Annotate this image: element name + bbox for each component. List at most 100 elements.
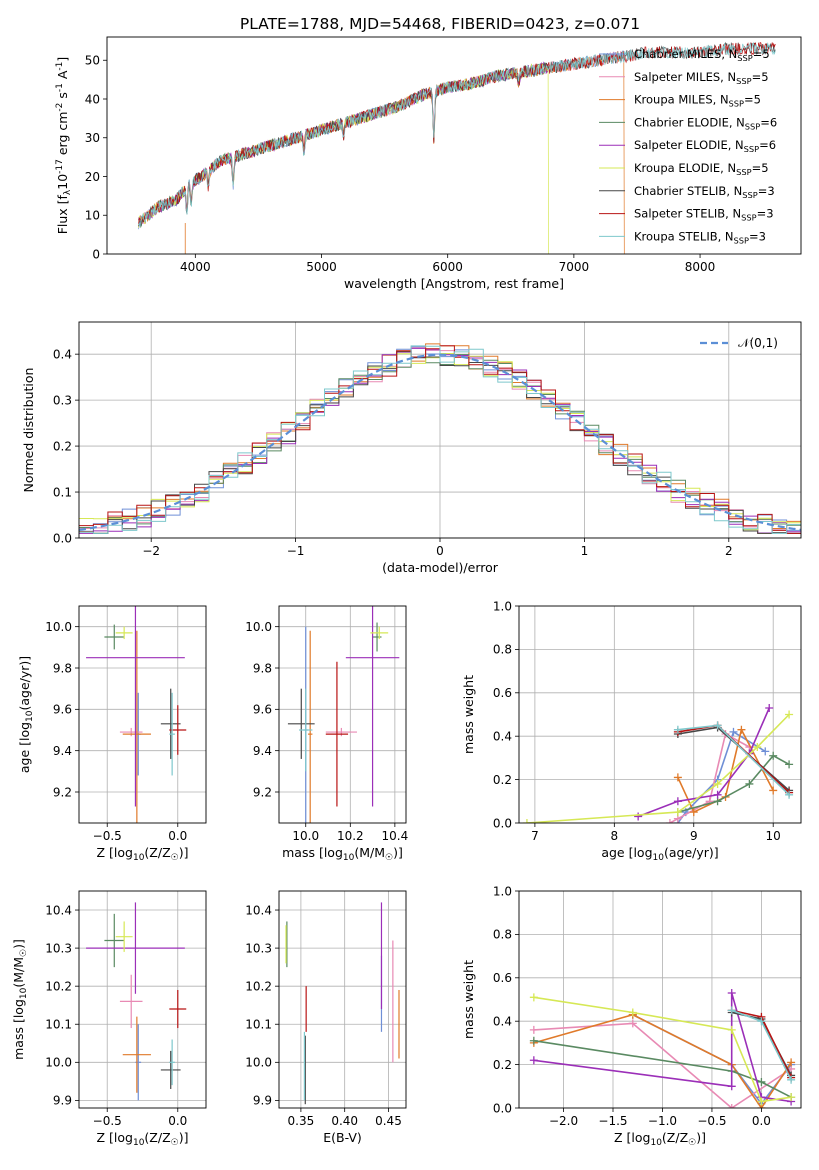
y-tick-label: 10.1 xyxy=(45,1018,72,1032)
x-tick-label: −0.5 xyxy=(93,829,122,843)
x-tick-label: 0.0 xyxy=(168,829,187,843)
weight-marker-salp_elodie xyxy=(673,797,682,806)
x-tick-label: 4000 xyxy=(180,260,211,274)
y-tick-label: 0.2 xyxy=(493,773,512,787)
weight-marker-krou_elodie xyxy=(713,779,722,788)
x-tick-label: 10.2 xyxy=(337,829,364,843)
y-axis-label: mass weight xyxy=(461,675,476,754)
y-tick-label: 9.2 xyxy=(253,785,272,799)
x-tick-label: 5000 xyxy=(306,260,337,274)
y-tick-label: 9.4 xyxy=(253,744,272,758)
y-tick-label: 0.0 xyxy=(53,531,72,545)
chart-z_age: −0.5 0.0 9.2 9.4 9.6 9.8 10.0 Z [log10(Z/Z☉)] ag… xyxy=(17,605,207,863)
legend-label-krou_elodie: Kroupa ELODIE, NSSP=5 xyxy=(634,161,769,177)
axes-frame: −0.5 0.0 9.2 9.4 9.6 9.8 10.0 Z [log10(Z/Z☉)] ag… xyxy=(17,605,207,863)
weight-marker-krou_stelib xyxy=(713,721,722,730)
weight-marker-krou_miles xyxy=(673,773,682,782)
x-axis-label: Z [log10(Z/Z☉)] xyxy=(97,1130,189,1148)
y-tick-label: 9.8 xyxy=(53,661,72,675)
y-tick-label: 0.8 xyxy=(493,643,512,657)
y-tick-label: 0.0 xyxy=(493,1101,512,1115)
y-axis-label: mass weight xyxy=(461,960,476,1039)
x-tick-label: −2.0 xyxy=(549,1114,578,1128)
x-axis-label: Z [log10(Z/Z☉)] xyxy=(97,845,189,863)
y-axis-label: Flux [fλ10-17 erg cm-2 s-1 A-1] xyxy=(55,57,73,235)
plot-area xyxy=(138,41,776,254)
x-axis-label: Z [log10(Z/Z☉)] xyxy=(614,1130,706,1148)
y-tick-label: 10.4 xyxy=(45,903,72,917)
y-tick-label: 0.8 xyxy=(493,928,512,942)
x-axis-label: (data-model)/error xyxy=(382,560,499,575)
weight-marker-chab_miles xyxy=(729,727,738,736)
y-tick-label: 0.4 xyxy=(493,1015,512,1029)
weight-marker-krou_miles xyxy=(737,725,746,734)
legend-label-salp_miles: Salpeter MILES, NSSP=5 xyxy=(634,70,769,86)
y-tick-label: 9.2 xyxy=(53,785,72,799)
chart-age_weight: 7 8 9 10 0.0 0.2 0.4 0.6 0.8 1.0 age [log10(age/yr… xyxy=(461,599,802,863)
chart-spectrum: 4000 5000 6000 7000 8000 0 10 20 30 40 50 wavelengt… xyxy=(55,36,802,291)
y-tick-label: 0.2 xyxy=(53,439,72,453)
weight-marker-salp_elodie xyxy=(765,703,774,712)
y-tick-label: 9.6 xyxy=(253,703,272,717)
axes-border xyxy=(78,321,802,539)
weight-marker-krou_stelib xyxy=(785,790,794,799)
x-tick-label: 0.45 xyxy=(375,1114,402,1128)
x-tick-label: 7000 xyxy=(559,260,590,274)
x-axis-label: mass [log10(M/M☉)] xyxy=(282,845,403,863)
x-tick-label: 9 xyxy=(690,829,698,843)
weight-marker-chab_elodie xyxy=(529,1036,538,1045)
y-tick-label: 10.3 xyxy=(45,941,72,955)
weight-marker-salp_elodie xyxy=(727,1082,736,1091)
chart-z_mass: −0.5 0.0 9.9 10.0 10.1 10.2 10.3 10.4 Z [log10(Z… xyxy=(11,890,207,1148)
weight-marker-krou_elodie xyxy=(529,993,538,1002)
weight-line-salp_miles xyxy=(533,1022,792,1108)
x-tick-label: 0 xyxy=(436,544,444,558)
y-tick-label: 10.2 xyxy=(45,979,72,993)
weight-marker-chab_miles xyxy=(761,747,770,756)
y-tick-label: 10.2 xyxy=(245,979,272,993)
legend-label-chab_stelib: Chabrier STELIB, NSSP=3 xyxy=(634,184,775,200)
y-tick-label: 10.3 xyxy=(245,941,272,955)
y-tick-label: 10.1 xyxy=(245,1018,272,1032)
legend-label-salp_stelib: Salpeter STELIB, NSSP=3 xyxy=(634,207,774,223)
plot-area xyxy=(79,606,206,823)
y-tick-label: 10.0 xyxy=(245,1056,272,1070)
x-tick-label: 6000 xyxy=(432,260,463,274)
plot-area xyxy=(279,891,406,1108)
weight-marker-chab_elodie xyxy=(745,779,754,788)
y-tick-label: 0.3 xyxy=(53,393,72,407)
x-tick-label: −1 xyxy=(287,544,305,558)
x-tick-label: −0.5 xyxy=(697,1114,726,1128)
weight-marker-krou_elodie xyxy=(785,710,794,719)
y-tick-label: 9.6 xyxy=(53,703,72,717)
weight-marker-krou_miles xyxy=(787,1058,796,1067)
weight-marker-krou_elodie xyxy=(628,1008,637,1017)
weight-marker-salp_miles xyxy=(529,1025,538,1034)
legend-label-normal: 𝒩(0,1) xyxy=(738,336,778,350)
axes-frame: 10.0 10.2 10.4 9.2 9.4 9.6 9.8 10.0 mass [log10(… xyxy=(245,605,408,863)
axes-frame: −0.5 0.0 9.9 10.0 10.1 10.2 10.3 10.4 Z [log10(Z… xyxy=(11,890,207,1148)
axes-frame: 0.35 0.40 0.45 9.9 10.0 10.1 10.2 10.3 10.4 E(B-V… xyxy=(245,890,407,1145)
x-tick-label: 8000 xyxy=(685,260,716,274)
chart-z_weight: −2.0 −1.5 −1.0 −0.5 0.0 0.0 0.2 0.4 0.6 0.8 1.0 Z [… xyxy=(461,884,802,1148)
weight-marker-krou_elodie xyxy=(522,819,531,823)
y-tick-label: 10.4 xyxy=(245,903,272,917)
weight-marker-salp_elodie xyxy=(727,988,736,997)
y-tick-label: 0.4 xyxy=(493,730,512,744)
legend-label-krou_miles: Kroupa MILES, NSSP=5 xyxy=(634,93,761,109)
y-tick-label: 50 xyxy=(85,54,100,68)
y-tick-label: 10.0 xyxy=(45,1056,72,1070)
weight-marker-salp_elodie xyxy=(634,812,643,821)
plot-area xyxy=(519,891,801,1108)
x-tick-label: 10.0 xyxy=(292,829,319,843)
weight-marker-krou_stelib xyxy=(787,1075,796,1084)
plot-area xyxy=(79,322,801,538)
weight-marker-krou_elodie xyxy=(753,743,762,752)
axes-border xyxy=(78,890,207,1109)
legend-label-salp_elodie: Salpeter ELODIE, NSSP=6 xyxy=(634,138,776,154)
x-axis-label: age [log10(age/yr)] xyxy=(601,845,718,863)
y-axis-label: mass [log10(M/M☉)] xyxy=(11,939,29,1060)
y-tick-label: 0.2 xyxy=(493,1058,512,1072)
y-tick-label: 1.0 xyxy=(493,599,512,613)
